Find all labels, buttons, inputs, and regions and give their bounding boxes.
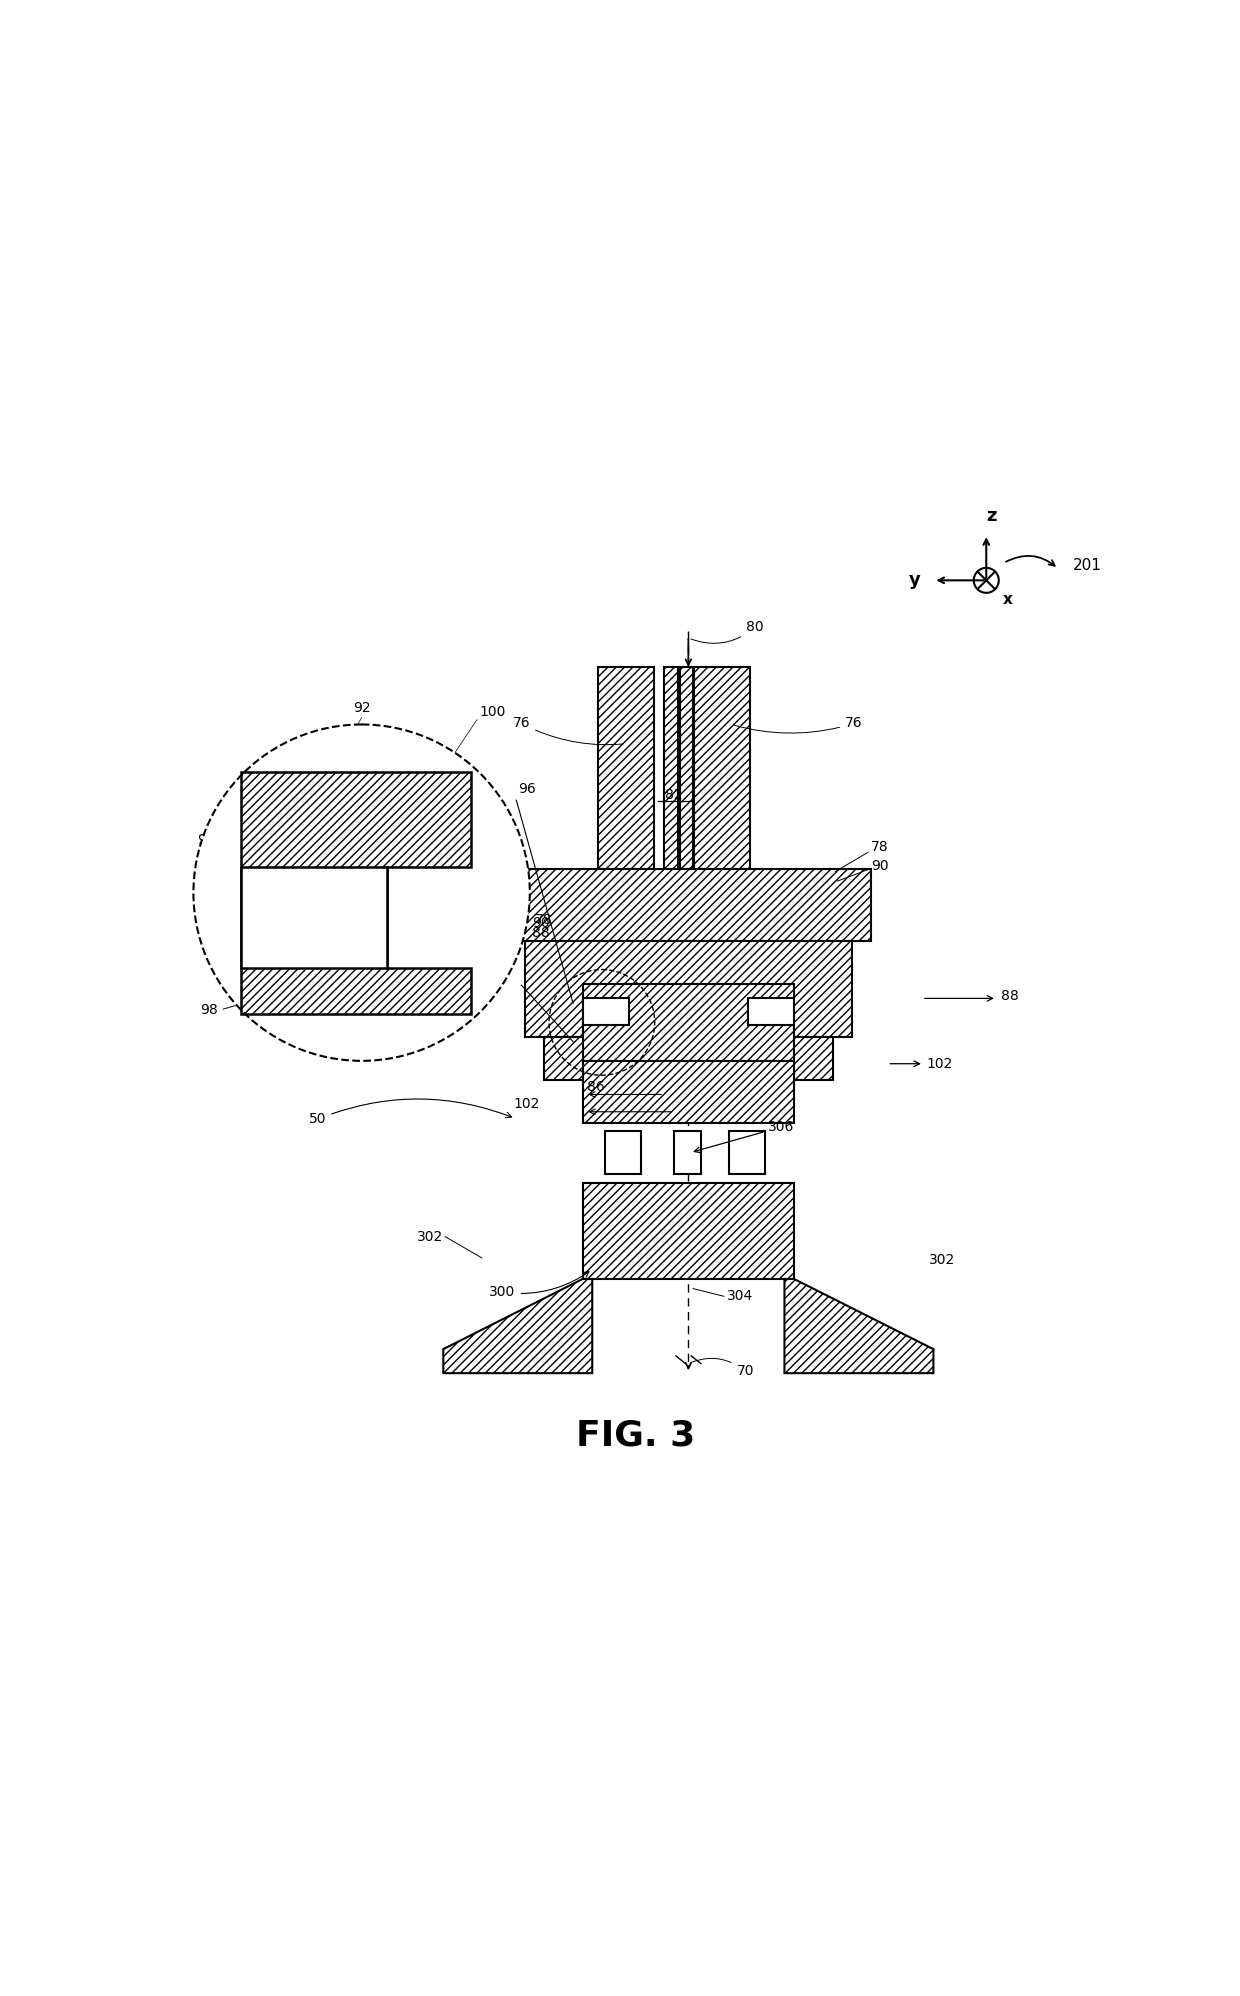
- Text: 304: 304: [727, 1289, 753, 1303]
- Text: 302: 302: [929, 1253, 955, 1267]
- Bar: [598, 667, 653, 868]
- Text: 86: 86: [588, 1080, 605, 1094]
- Text: 306: 306: [694, 1120, 795, 1152]
- Text: 90: 90: [472, 804, 490, 818]
- Text: y: y: [909, 571, 921, 589]
- Polygon shape: [241, 772, 471, 1014]
- Bar: [525, 940, 852, 1036]
- Bar: [665, 667, 678, 868]
- Text: 106: 106: [456, 976, 482, 990]
- Text: 100: 100: [480, 705, 506, 719]
- Text: 88: 88: [1001, 990, 1018, 1004]
- Bar: [729, 1132, 765, 1174]
- Bar: [544, 1036, 832, 1080]
- Text: 102: 102: [926, 1056, 954, 1070]
- Bar: [583, 984, 794, 1060]
- Text: 78: 78: [534, 912, 552, 926]
- Text: 102: 102: [513, 1098, 539, 1112]
- Bar: [694, 667, 750, 868]
- Text: 86: 86: [412, 964, 429, 978]
- Text: x: x: [1003, 593, 1013, 607]
- Bar: [583, 1184, 794, 1279]
- Polygon shape: [241, 868, 387, 968]
- Text: 84: 84: [444, 938, 461, 952]
- Bar: [506, 868, 870, 940]
- Bar: [583, 1060, 794, 1124]
- Text: 82: 82: [665, 788, 683, 802]
- Text: 300: 300: [490, 1271, 589, 1299]
- Text: 94: 94: [197, 832, 215, 846]
- Text: 90: 90: [870, 858, 889, 872]
- Bar: [605, 1132, 641, 1174]
- Text: z: z: [986, 507, 996, 525]
- Text: 90: 90: [532, 916, 549, 930]
- Text: FIG. 3: FIG. 3: [575, 1419, 696, 1453]
- Bar: [583, 998, 629, 1026]
- Polygon shape: [785, 1279, 934, 1373]
- Text: 104: 104: [456, 958, 482, 972]
- Text: 80: 80: [691, 621, 764, 643]
- Text: 92: 92: [353, 701, 371, 715]
- Text: 70: 70: [691, 1359, 754, 1377]
- Text: 96: 96: [518, 782, 536, 796]
- Circle shape: [193, 725, 529, 1060]
- Bar: [675, 1132, 701, 1174]
- Text: 302: 302: [417, 1230, 444, 1244]
- Text: 201: 201: [1073, 559, 1101, 573]
- Text: 88: 88: [532, 926, 549, 940]
- Text: 88: 88: [273, 968, 293, 982]
- Bar: [680, 667, 693, 868]
- Text: 50: 50: [309, 1100, 512, 1126]
- Text: 98: 98: [200, 1002, 217, 1016]
- Text: 78: 78: [870, 840, 889, 854]
- Bar: [748, 998, 794, 1026]
- Text: 76: 76: [448, 790, 466, 804]
- Polygon shape: [444, 1279, 593, 1373]
- Text: 78: 78: [270, 906, 288, 920]
- Text: 76: 76: [734, 717, 863, 733]
- Text: 76: 76: [512, 717, 624, 745]
